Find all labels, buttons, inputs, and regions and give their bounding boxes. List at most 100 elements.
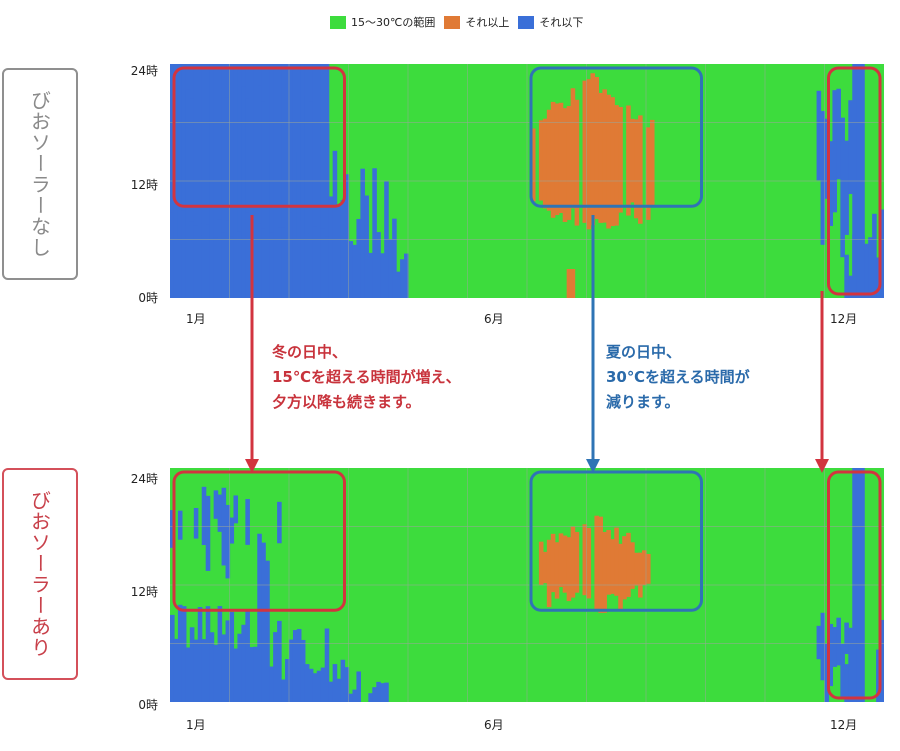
heat-cell-cold (348, 241, 354, 298)
heat-cell-hot (542, 551, 548, 584)
heat-cell-hot (550, 533, 556, 593)
heat-cell-hot (602, 531, 607, 613)
heat-cell-hot (610, 539, 615, 594)
heat-cell-cold (277, 501, 282, 544)
heat-cell-cold (185, 647, 191, 702)
heat-cell-hot (570, 269, 576, 298)
heat-cell-cold (285, 84, 290, 243)
heatmap-with-solar (170, 468, 884, 702)
heat-cell-cold (173, 638, 179, 702)
arrow-december-head (815, 459, 829, 473)
heat-cell-cold (249, 64, 254, 220)
heat-cell-hot (606, 529, 611, 595)
heat-cell-cold (277, 64, 282, 228)
heat-cell-hot (566, 537, 572, 602)
heat-cell-cold (201, 64, 207, 224)
heat-cell-cold (332, 664, 338, 702)
legend-label: 15～30℃の範囲 (351, 16, 436, 29)
x-tick-dec: 12月 (830, 312, 858, 326)
summer-annotation: 夏の日中、 30℃を超える時間が 減ります。 (606, 340, 750, 415)
heat-cell-cold (209, 632, 215, 702)
summer-line-3: 減ります。 (606, 393, 680, 411)
heat-cell-cold (209, 64, 215, 242)
heat-cell-cold (312, 64, 318, 227)
heat-cell-hot (530, 128, 536, 202)
winter-line-2: 15℃を超える時間が増え、 (272, 368, 461, 386)
heat-cell-cold (181, 606, 187, 702)
heat-cell-hot (558, 102, 564, 213)
heat-cell-cold (348, 693, 354, 702)
heat-cell-cold (836, 617, 841, 666)
heat-cell-cold (372, 687, 377, 702)
arrow-summer-head (586, 459, 600, 473)
heat-cell-cold (193, 639, 199, 702)
heat-cell-cold (828, 623, 834, 687)
heat-cell-cold (840, 117, 845, 258)
heat-cell-hot (614, 527, 619, 596)
heat-cell-cold (170, 64, 175, 213)
heat-cell-cold (824, 643, 830, 702)
heat-cell-hot (554, 103, 560, 216)
heat-cell-cold (316, 150, 322, 298)
winter-line-3: 夕方以降も続きます。 (272, 393, 421, 411)
heat-cell-hot (638, 552, 643, 598)
panel-label-without-solar: びおソーラーなし (2, 68, 78, 280)
heat-cell-cold (824, 118, 830, 199)
legend-swatch-orange (444, 15, 461, 29)
heat-cell-cold (296, 628, 302, 702)
heat-cell-hot (582, 524, 588, 596)
heat-cell-cold (340, 659, 346, 702)
heat-cell-hot (630, 118, 635, 203)
arrow-winter-head (245, 459, 259, 473)
heat-cell-cold (292, 630, 298, 702)
heat-cell-cold (876, 649, 881, 702)
legend-swatch-blue (518, 15, 535, 29)
heat-cell-cold (225, 504, 231, 579)
heat-cell-cold (181, 64, 187, 211)
heat-cell-cold (193, 64, 199, 226)
heat-cell-cold (820, 111, 826, 245)
heat-cell-cold (880, 619, 884, 702)
heat-cell-cold (273, 632, 278, 702)
heat-cell-cold (296, 64, 302, 238)
heat-cell-cold (320, 64, 326, 229)
heat-cell-cold (281, 91, 286, 228)
heat-cell-cold (832, 90, 837, 213)
heat-cell-cold (312, 164, 318, 298)
heat-cell-cold (289, 64, 294, 213)
heat-cell-hot (594, 515, 599, 610)
heat-cell-cold (356, 218, 361, 298)
heat-cell-cold (241, 86, 246, 240)
heat-cell-hot (594, 77, 599, 219)
heat-cell-cold (217, 606, 223, 702)
x-tick-jan: 1月 (186, 718, 206, 732)
winter-line-1: 冬の日中、 (272, 343, 348, 361)
heat-cell-cold (193, 507, 199, 539)
heat-cell-hot (538, 541, 544, 585)
heat-cell-cold (376, 232, 381, 298)
heat-cell-cold (281, 679, 286, 702)
heat-cell-cold (289, 146, 294, 298)
heat-cell-hot (542, 118, 548, 209)
heat-cell-cold (816, 625, 822, 660)
x-tick-jun: 6月 (484, 718, 504, 732)
heat-cell-cold (300, 64, 306, 221)
heat-cell-hot (574, 531, 580, 593)
heat-cell-cold (820, 612, 826, 681)
heat-cell-cold (320, 667, 326, 702)
heat-cell-hot (622, 536, 627, 600)
heat-cell-cold (265, 560, 270, 702)
highlight-frame (172, 66, 346, 208)
heat-cell-cold (170, 510, 175, 548)
heat-cell-cold (400, 259, 405, 298)
heat-cell-hot (558, 533, 564, 587)
heat-cell-cold (253, 646, 258, 702)
legend-label: それ以下 (539, 16, 584, 29)
heat-cell-cold (308, 101, 314, 208)
heat-cell-cold (197, 64, 203, 236)
panel-label-text: びおソーラーなし (27, 90, 52, 258)
y-tick-12: 12時 (130, 178, 158, 192)
heat-cell-hot (610, 97, 615, 227)
heat-cell-hot (562, 108, 568, 222)
heat-cell-cold (289, 639, 294, 702)
